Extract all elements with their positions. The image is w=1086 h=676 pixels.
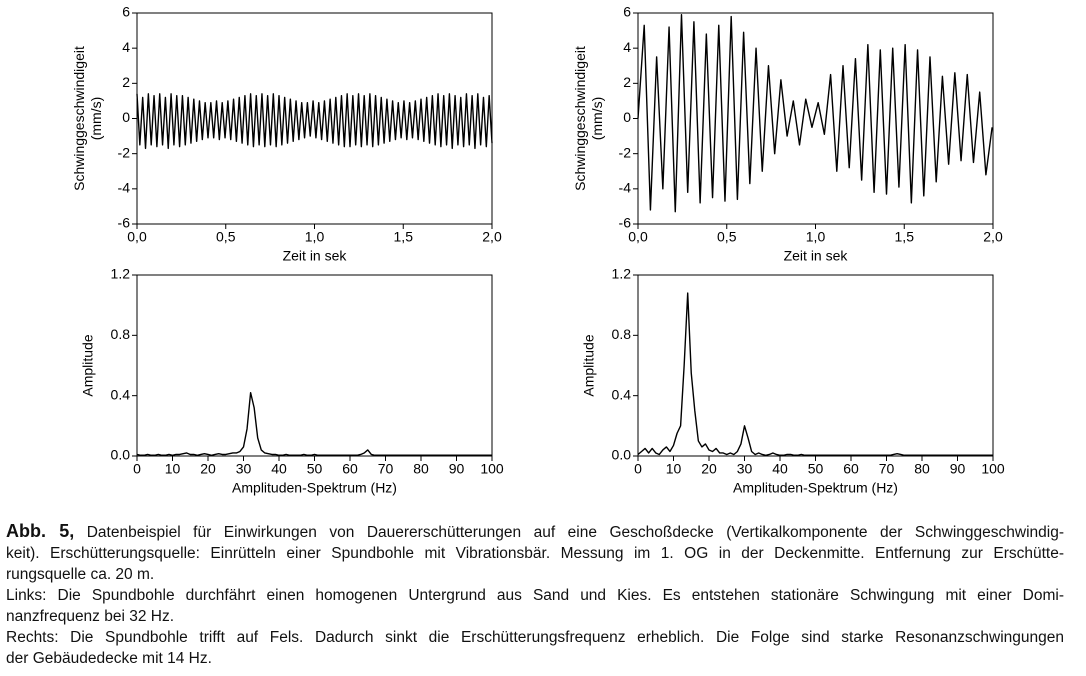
x-tick-label: 60 (342, 461, 358, 477)
y-tick-label: 2 (623, 74, 631, 90)
y-axis-label: Amplitude (80, 334, 96, 396)
x-tick-label: 100 (480, 461, 504, 477)
x-tick-label: 80 (413, 461, 429, 477)
x-tick-label: 20 (701, 461, 717, 477)
y-tick-label: -6 (118, 215, 131, 231)
x-tick-label: 2,0 (482, 229, 502, 245)
caption: Abb. 5, Datenbeispiel für Einwirkungen v… (6, 521, 1064, 669)
y-tick-label: -4 (619, 180, 632, 196)
y-tick-label: 4 (623, 39, 631, 55)
x-tick-label: 90 (449, 461, 465, 477)
signal-line (136, 93, 493, 150)
caption-label: Abb. 5, (6, 521, 75, 541)
x-tick-label: 30 (737, 461, 753, 477)
caption-text: Datenbeispiel für Einwirkungen von Dauer… (86, 524, 1064, 541)
y-tick-label: 1.2 (111, 266, 131, 282)
caption-text: rungsquelle ca. 20 m. (6, 566, 155, 583)
x-tick-label: 1,0 (806, 229, 826, 245)
y-tick-label: -2 (118, 144, 131, 160)
y-tick-label: 6 (122, 4, 130, 20)
x-tick-label: 10 (666, 461, 682, 477)
y-tick-label: -4 (118, 180, 131, 196)
caption-text: Rechts: Die Spundbohle trifft auf Fels. … (6, 629, 1064, 646)
y-tick-label: 0.4 (111, 386, 131, 402)
x-axis-label: Zeit in sek (283, 248, 348, 264)
caption-line: Rechts: Die Spundbohle trifft auf Fels. … (6, 627, 1064, 648)
x-tick-label: 0,5 (216, 229, 236, 245)
caption-text: nanzfrequenz bei 32 Hz. (6, 608, 175, 625)
x-tick-label: 0 (634, 461, 642, 477)
plot-frame (136, 274, 493, 457)
x-tick-label: 40 (271, 461, 287, 477)
y-tick-label: 0.0 (612, 447, 632, 463)
caption-text: Links: Die Spundbohle durchfährt einen h… (6, 587, 1064, 604)
signal-line (136, 391, 492, 456)
signal-line (637, 292, 993, 456)
signal-line (637, 14, 993, 213)
x-tick-label: 70 (378, 461, 394, 477)
x-tick-label: 70 (879, 461, 895, 477)
x-tick-label: 50 (307, 461, 323, 477)
caption-line: rungsquelle ca. 20 m. (6, 564, 1064, 585)
caption-text: der Gebäudedecke mit 14 Hz. (6, 650, 212, 667)
y-tick-label: 2 (122, 74, 130, 90)
caption-text: keit). Erschütterungsquelle: Einrütteln … (6, 545, 1064, 562)
y-axis-label: Schwinggeschwindigeit (71, 46, 87, 191)
y-tick-label: 6 (623, 4, 631, 20)
x-axis-label: Amplituden-Spektrum (Hz) (733, 480, 898, 496)
x-tick-label: 0,0 (628, 229, 648, 245)
caption-line: Abb. 5, Datenbeispiel für Einwirkungen v… (6, 521, 1064, 543)
y-tick-label: 4 (122, 39, 130, 55)
figure: -6 -4 -2 0 2 4 6 0,0 0,5 1,0 1,5 2,0 Zeit in sek Schw… (71, 4, 1005, 496)
x-tick-label: 2,0 (983, 229, 1003, 245)
x-axis-label: Amplituden-Spektrum (Hz) (232, 480, 397, 496)
y-tick-label: 0.0 (111, 447, 131, 463)
y-axis-label: Amplitude (581, 334, 597, 396)
y-tick-label: -2 (619, 144, 632, 160)
x-tick-label: 1,0 (305, 229, 325, 245)
x-tick-label: 1,5 (895, 229, 915, 245)
y-tick-label: 0.8 (111, 326, 131, 342)
y-axis-label: (mm/s) (589, 97, 605, 141)
caption-line: keit). Erschütterungsquelle: Einrütteln … (6, 543, 1064, 564)
x-tick-label: 30 (236, 461, 252, 477)
y-tick-label: 0 (623, 109, 631, 125)
x-tick-label: 10 (165, 461, 181, 477)
x-tick-label: 20 (200, 461, 216, 477)
caption-line: Links: Die Spundbohle durchfährt einen h… (6, 585, 1064, 606)
y-tick-label: -6 (619, 215, 632, 231)
x-tick-label: 0 (133, 461, 141, 477)
caption-line: nanzfrequenz bei 32 Hz. (6, 606, 1064, 627)
x-tick-label: 0,5 (717, 229, 737, 245)
caption-line: der Gebäudedecke mit 14 Hz. (6, 648, 1064, 669)
y-tick-label: 0.4 (612, 386, 632, 402)
y-tick-label: 0.8 (612, 326, 632, 342)
x-tick-label: 40 (772, 461, 788, 477)
x-tick-label: 80 (914, 461, 930, 477)
x-tick-label: 50 (808, 461, 824, 477)
y-axis-label: (mm/s) (88, 97, 104, 141)
x-tick-label: 0,0 (127, 229, 147, 245)
x-tick-label: 90 (950, 461, 966, 477)
y-tick-label: 1.2 (612, 266, 632, 282)
x-tick-label: 1,5 (394, 229, 414, 245)
y-axis-label: Schwinggeschwindigeit (572, 46, 588, 191)
x-tick-label: 60 (843, 461, 859, 477)
x-tick-label: 100 (981, 461, 1005, 477)
x-axis-label: Zeit in sek (784, 248, 849, 264)
y-tick-label: 0 (122, 109, 130, 125)
